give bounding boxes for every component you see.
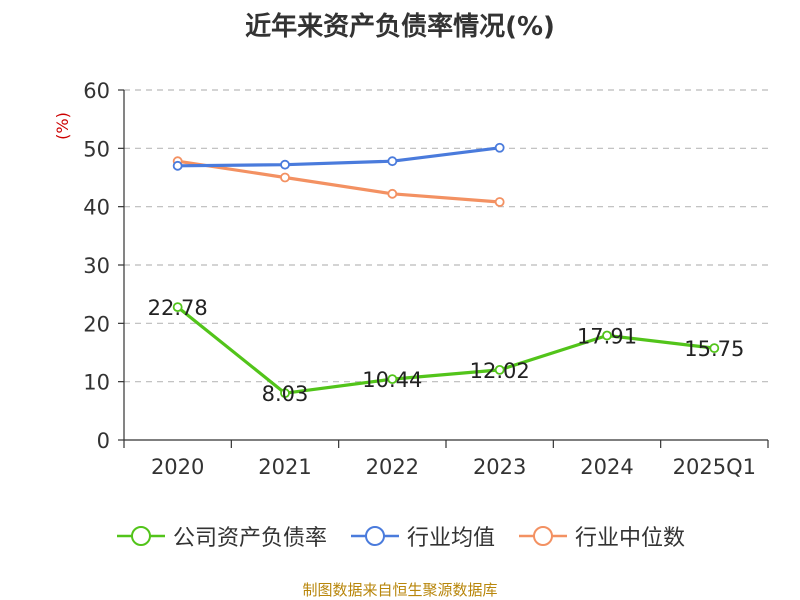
series-lines <box>172 142 720 399</box>
data-point <box>172 302 183 313</box>
x-tick-label: 2020 <box>151 455 204 479</box>
data-point <box>280 159 290 170</box>
legend-label-industry-median: 行业中位数 <box>575 526 686 551</box>
data-point <box>387 156 398 167</box>
x-tick-label: 2025Q1 <box>673 455 756 479</box>
y-axis-label: (%) <box>53 112 72 140</box>
legend-line-marker-icon <box>116 526 165 546</box>
data-point <box>602 330 612 341</box>
grid-lines <box>124 89 768 383</box>
data-label: 10.44 <box>362 368 422 392</box>
legend: 公司资产负债率 行业均值 行业中位数 <box>0 520 800 552</box>
y-tick-label: 60 <box>83 79 110 103</box>
data-point <box>494 364 505 375</box>
y-tick-label: 0 <box>97 429 110 453</box>
data-labels: 22.78 8.03 10.44 12.02 17.91 15.75 <box>148 296 745 406</box>
data-point <box>172 160 183 171</box>
x-tick-label: 2023 <box>473 455 526 479</box>
legend-label-company: 公司资产负债率 <box>172 526 327 551</box>
y-tick-label: 40 <box>83 196 110 220</box>
x-tick-label: 2021 <box>258 455 311 479</box>
data-label: 12.02 <box>470 359 530 383</box>
y-tick-label: 30 <box>83 254 110 278</box>
axes: 0 10 20 30 40 50 60 2020 2021 2022 2023 2024 2025Q1 <box>83 79 769 479</box>
data-label: 22.78 <box>148 296 208 320</box>
data-point <box>494 197 505 207</box>
data-label: 17.91 <box>577 325 637 349</box>
chart-title: 近年来资产负债率情况(%) <box>245 12 555 42</box>
y-tick-label: 10 <box>83 371 110 395</box>
data-point <box>280 172 290 183</box>
source-note: 制图数据来自恒生聚源数据库 <box>302 581 498 599</box>
legend-item-industry-median[interactable]: 行业中位数 <box>517 520 685 552</box>
legend-label-industry-mean: 行业均值 <box>406 526 495 551</box>
series-line-2 <box>177 159 500 204</box>
data-point <box>709 343 720 354</box>
data-label: 15.75 <box>684 337 744 361</box>
y-tick-label: 20 <box>83 312 110 336</box>
x-tick-label: 2022 <box>366 455 419 479</box>
legend-item-company[interactable]: 公司资产负债率 <box>115 520 327 552</box>
data-point <box>280 388 290 399</box>
legend-line-marker-icon <box>519 526 567 546</box>
legend-line-marker-icon <box>350 526 399 546</box>
data-point <box>387 374 398 385</box>
data-label: 8.03 <box>262 382 309 406</box>
series-line-1 <box>177 146 500 168</box>
data-point <box>494 142 505 153</box>
series-line-0 <box>176 305 715 395</box>
data-point <box>387 188 398 199</box>
x-tick-label: 2024 <box>580 455 633 479</box>
legend-item-industry-mean[interactable]: 行业均值 <box>349 520 495 552</box>
y-tick-label: 50 <box>83 137 110 161</box>
